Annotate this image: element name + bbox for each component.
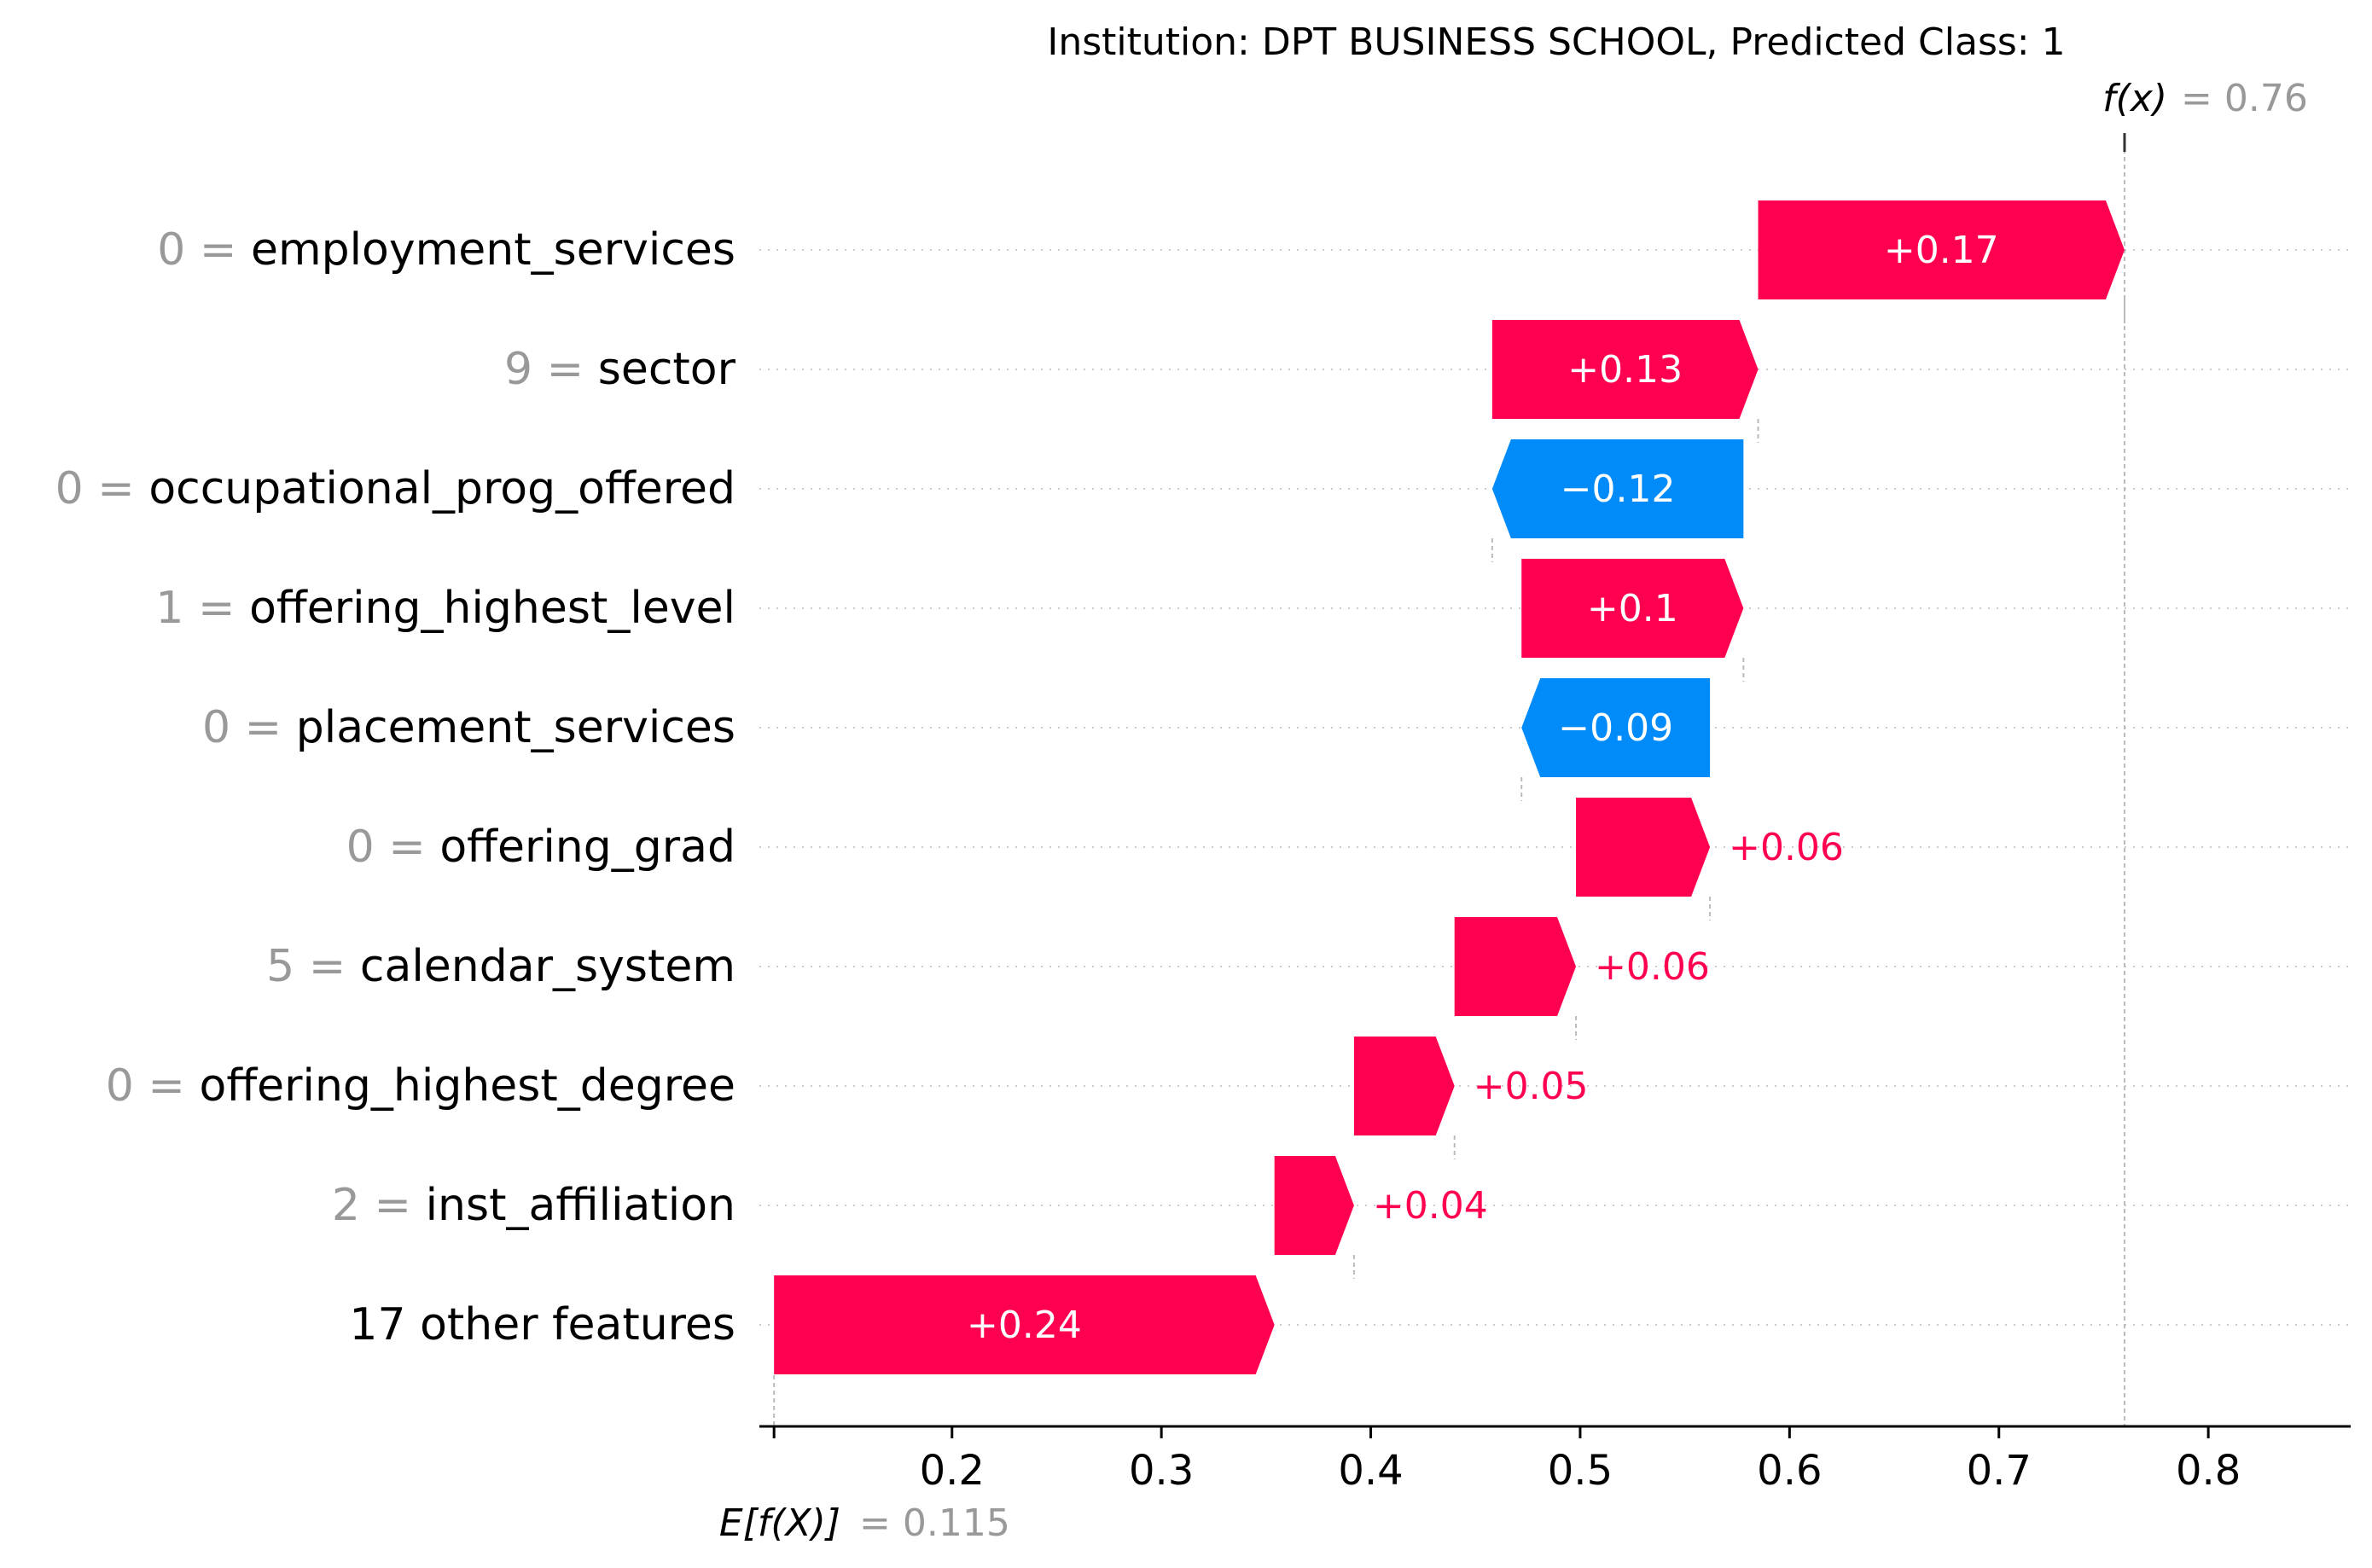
feature-name: calendar_system (360, 941, 735, 992)
base-value: = 0.115 (859, 1501, 1010, 1545)
contribution-bar (1521, 559, 1744, 658)
feature-label: 0 = employment_services (157, 224, 735, 276)
feature-value: 0 = (106, 1060, 200, 1112)
x-tick-label: 0.6 (1757, 1447, 1822, 1495)
feature-label: 9 = sector (504, 344, 736, 395)
feature-name: offering_highest_level (249, 583, 735, 634)
feature-label: 0 = placement_services (202, 702, 735, 753)
feature-name: employment_services (251, 224, 735, 276)
x-tick-label: 0.8 (2176, 1447, 2241, 1495)
feature-name: sector (598, 344, 736, 395)
x-axis: 0.2 0.3 0.4 0.5 0.6 0.7 0.8 (759, 1425, 2351, 1495)
feature-name: placement_services (296, 702, 735, 753)
feature-label: 5 = calendar_system (266, 941, 735, 992)
contribution-bar (1758, 200, 2125, 299)
contribution-label: +0.04 (1373, 1184, 1488, 1228)
contribution-label: +0.24 (967, 1304, 1082, 1347)
feature-value: 2 = (332, 1180, 426, 1231)
feature-value: 0 = (55, 463, 149, 514)
contribution-bar (1274, 1156, 1354, 1255)
feature-label: 0 = offering_grad (346, 822, 735, 873)
feature-value: 9 = (504, 344, 598, 395)
contribution-label: −0.12 (1561, 467, 1676, 511)
contribution-bar (1576, 798, 1711, 897)
contribution-label: +0.1 (1587, 587, 1678, 630)
feature-name: inst_affiliation (426, 1180, 735, 1231)
feature-value: 0 = (202, 702, 296, 753)
feature-label: 1 = offering_highest_level (155, 583, 735, 634)
feature-value: 0 = (346, 822, 440, 873)
contribution-label: +0.05 (1474, 1065, 1589, 1108)
contribution-bar (1491, 439, 1744, 538)
feature-name: offering_grad (439, 822, 735, 873)
feature-label: 0 = offering_highest_degree (106, 1060, 735, 1112)
contribution-bar (774, 1275, 1275, 1374)
x-tick-label: 0.3 (1129, 1447, 1194, 1495)
feature-value: 1 = (155, 583, 249, 634)
contribution-bar (1521, 678, 1711, 777)
feature-name: offering_highest_degree (200, 1060, 736, 1112)
connector-lines (773, 133, 2126, 1426)
feature-label: 0 = occupational_prog_offered (55, 463, 735, 514)
contribution-bar (1353, 1037, 1455, 1135)
contribution-label: +0.06 (1595, 945, 1710, 989)
x-tick-label: 0.4 (1338, 1447, 1403, 1495)
feature-label: 2 = inst_affiliation (332, 1180, 735, 1231)
fx-value: = 0.76 (2181, 77, 2308, 120)
contribution-bar (1454, 917, 1577, 1016)
contribution-label: +0.17 (1884, 229, 1999, 272)
chart-title: Institution: DPT BUSINESS SCHOOL, Predic… (1047, 20, 2065, 64)
feature-value: 5 = (266, 941, 360, 992)
feature-value: 0 = (157, 224, 251, 276)
contribution-bars (774, 200, 2125, 1374)
feature-name: occupational_prog_offered (148, 463, 735, 514)
fx-label: f(x) (2102, 77, 2167, 120)
x-tick-label: 0.7 (1967, 1447, 2032, 1495)
feature-name: 17 other features (349, 1299, 735, 1350)
x-tick-label: 0.2 (920, 1447, 985, 1495)
base-label: E[f(X)] (719, 1501, 840, 1545)
feature-labels: +0.17 0 = employment_services +0.13 9 = sec… (55, 224, 1999, 1350)
contribution-bar (1491, 320, 1759, 419)
contribution-label: +0.13 (1567, 348, 1683, 392)
x-tick-label: 0.5 (1548, 1447, 1613, 1495)
contribution-label: −0.09 (1558, 706, 1673, 750)
contribution-label: +0.06 (1729, 826, 1844, 869)
feature-label: 17 other features (349, 1299, 735, 1350)
